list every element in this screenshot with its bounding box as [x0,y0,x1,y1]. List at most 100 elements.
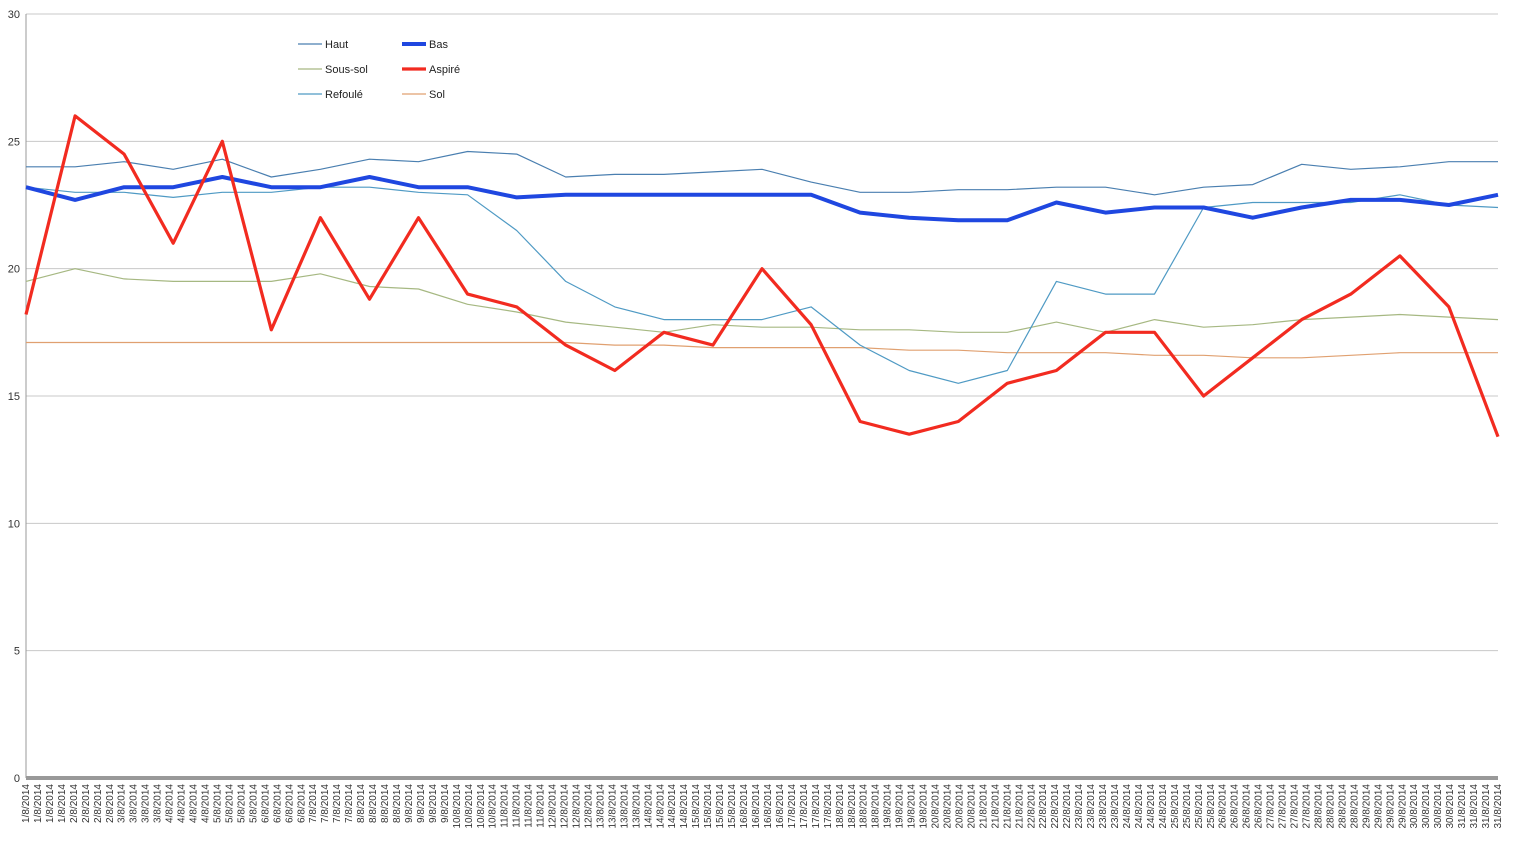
x-tick-label: 31/8/2014 [1493,784,1504,829]
x-tick-label: 29/8/2014 [1373,784,1384,829]
x-tick-label: 6/8/2014 [260,784,271,823]
x-tick-label: 28/8/2014 [1326,784,1337,829]
y-axis: 0 5 10 15 20 25 30 [8,9,1498,785]
series-line-4 [25,186,1499,384]
x-tick-label: 31/8/2014 [1457,784,1468,829]
legend-label-5: Sol [429,89,445,101]
x-tick-label: 14/8/2014 [679,784,690,829]
x-tick-label: 10/8/2014 [476,784,487,829]
x-tick-label: 7/8/2014 [332,784,343,823]
x-tick-label: 20/8/2014 [966,784,977,829]
x-tick-label: 5/8/2014 [236,784,247,823]
series-line-0 [26,150,1498,196]
x-tick-label: 25/8/2014 [1206,784,1217,829]
x-axis: 1/8/2014 1/8/2014 1/8/2014 1/8/2014 2/8/2014… [21,784,1504,829]
x-tick-label: 1/8/2014 [57,784,68,823]
x-tick-label: 28/8/2014 [1314,784,1325,829]
x-tick-label: 12/8/2014 [560,784,571,829]
x-tick-label: 4/8/2014 [177,784,188,823]
x-tick-label: 18/8/2014 [871,784,882,829]
x-tick-label: 16/8/2014 [775,784,786,829]
x-tick-label: 21/8/2014 [1002,784,1013,829]
x-tick-label: 17/8/2014 [823,784,834,829]
x-tick-label: 24/8/2014 [1146,784,1157,829]
x-tick-label: 5/8/2014 [224,784,235,823]
x-tick-label: 24/8/2014 [1134,784,1145,829]
x-tick-label: 1/8/2014 [33,784,44,823]
x-tick-label: 23/8/2014 [1086,784,1097,829]
x-tick-label: 21/8/2014 [978,784,989,829]
y-tick-label: 15 [8,391,20,403]
x-tick-label: 7/8/2014 [308,784,319,823]
x-tick-label: 15/8/2014 [727,784,738,829]
x-tick-label: 19/8/2014 [907,784,918,829]
x-tick-label: 15/8/2014 [691,784,702,829]
series-line-1 [25,175,1499,223]
x-tick-label: 22/8/2014 [1026,784,1037,829]
x-tick-label: 19/8/2014 [895,784,906,829]
x-tick-label: 27/8/2014 [1290,784,1301,829]
x-tick-label: 4/8/2014 [165,784,176,823]
x-tick-label: 12/8/2014 [584,784,595,829]
x-tick-label: 20/8/2014 [931,784,942,829]
x-tick-label: 29/8/2014 [1361,784,1372,829]
x-tick-label: 10/8/2014 [464,784,475,829]
x-tick-label: 11/8/2014 [500,784,511,828]
x-tick-label: 26/8/2014 [1242,784,1253,829]
x-tick-label: 30/8/2014 [1409,784,1420,829]
y-tick-label: 20 [8,264,20,276]
x-tick-label: 6/8/2014 [296,784,307,823]
x-tick-label: 18/8/2014 [847,784,858,829]
y-tick-label: 30 [8,9,20,21]
x-tick-label: 30/8/2014 [1433,784,1444,829]
x-tick-label: 31/8/2014 [1469,784,1480,829]
x-tick-label: 8/8/2014 [368,784,379,823]
x-tick-label: 9/8/2014 [440,784,451,823]
x-tick-label: 6/8/2014 [272,784,283,823]
x-tick-label: 3/8/2014 [117,784,128,823]
x-tick-label: 30/8/2014 [1445,784,1456,829]
x-tick-label: 3/8/2014 [141,784,152,823]
x-tick-label: 24/8/2014 [1158,784,1169,829]
x-tick-label: 8/8/2014 [380,784,391,823]
x-tick-label: 17/8/2014 [799,784,810,829]
legend: Haut Bas Sous-sol Aspiré Refoulé Sol [298,39,460,101]
x-tick-label: 11/8/2014 [524,784,535,828]
x-tick-label: 23/8/2014 [1074,784,1085,829]
legend-label-0: Haut [325,39,348,51]
x-tick-label: 11/8/2014 [536,784,547,828]
x-tick-label: 13/8/2014 [619,784,630,829]
x-tick-label: 8/8/2014 [392,784,403,823]
x-tick-label: 25/8/2014 [1170,784,1181,829]
x-tick-label: 25/8/2014 [1194,784,1205,829]
x-tick-label: 2/8/2014 [93,784,104,823]
legend-label-1: Bas [429,39,448,51]
x-tick-label: 27/8/2014 [1278,784,1289,829]
x-tick-label: 2/8/2014 [105,784,116,823]
x-tick-label: 1/8/2014 [45,784,56,823]
x-tick-label: 7/8/2014 [344,784,355,823]
x-tick-label: 26/8/2014 [1230,784,1241,829]
x-tick-label: 13/8/2014 [595,784,606,829]
x-tick-label: 28/8/2014 [1349,784,1360,829]
x-tick-label: 16/8/2014 [751,784,762,829]
x-tick-label: 3/8/2014 [153,784,164,823]
x-tick-label: 13/8/2014 [607,784,618,829]
series-line-2 [25,268,1499,333]
legend-label-2: Sous-sol [325,64,368,76]
x-tick-label: 29/8/2014 [1397,784,1408,829]
x-tick-label: 23/8/2014 [1110,784,1121,829]
x-tick-label: 27/8/2014 [1266,784,1277,829]
x-tick-label: 22/8/2014 [1038,784,1049,829]
x-tick-label: 6/8/2014 [284,784,295,823]
x-tick-label: 4/8/2014 [201,784,212,823]
y-tick-label: 10 [8,518,20,530]
x-tick-label: 19/8/2014 [883,784,894,829]
x-tick-label: 26/8/2014 [1254,784,1265,829]
x-tick-label: 15/8/2014 [703,784,714,829]
x-tick-label: 10/8/2014 [488,784,499,829]
y-tick-label: 0 [14,773,20,785]
x-tick-label: 2/8/2014 [69,784,80,823]
